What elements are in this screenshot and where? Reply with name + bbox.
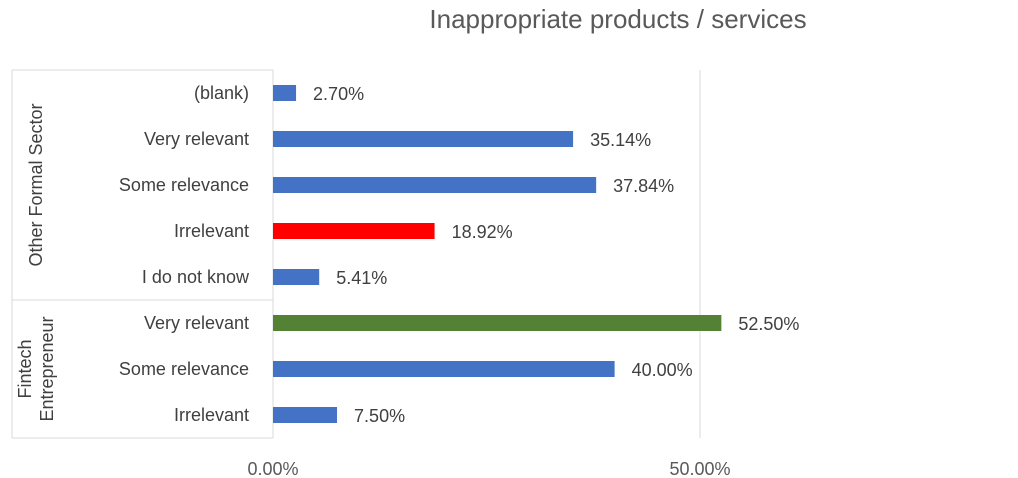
data-label: 2.70% (313, 84, 364, 104)
bar (273, 85, 297, 101)
data-label: 40.00% (632, 360, 693, 380)
category-label: Irrelevant (174, 221, 249, 241)
bar (273, 223, 435, 239)
chart-title: Inappropriate products / services (429, 4, 807, 34)
data-label: 52.50% (738, 314, 799, 334)
bar (273, 361, 615, 377)
category-label: Very relevant (144, 313, 249, 333)
bar (273, 131, 574, 147)
category-label: Very relevant (144, 129, 249, 149)
data-label: 37.84% (613, 176, 674, 196)
x-tick-label: 0.00% (247, 459, 298, 478)
group-label: Other Formal Sector (26, 103, 46, 266)
group-label: Fintech (15, 339, 35, 398)
data-label: 35.14% (590, 130, 651, 150)
bar (273, 177, 597, 193)
bar (273, 315, 722, 331)
group-label: Entrepreneur (37, 316, 57, 421)
data-label: 18.92% (452, 222, 513, 242)
category-label: (blank) (194, 83, 249, 103)
data-label: 7.50% (354, 406, 405, 426)
category-label: Some relevance (119, 359, 249, 379)
category-label: Some relevance (119, 175, 249, 195)
category-label: Irrelevant (174, 405, 249, 425)
bar (273, 269, 320, 285)
x-tick-label: 50.00% (669, 459, 730, 478)
category-label: I do not know (142, 267, 250, 287)
data-label: 5.41% (336, 268, 387, 288)
bar (273, 407, 338, 423)
